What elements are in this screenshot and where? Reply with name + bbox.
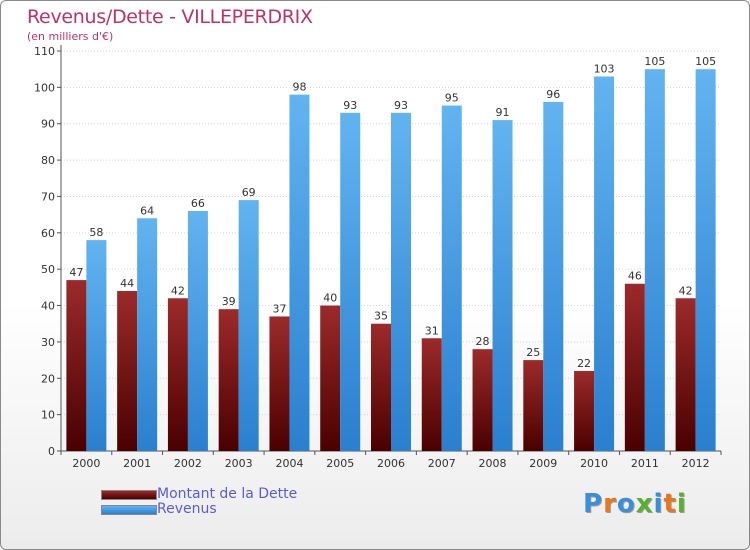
bar-revenue xyxy=(441,105,462,451)
data-label-debt: 47 xyxy=(69,266,83,279)
data-label-revenue: 91 xyxy=(496,106,510,119)
legend-swatch-debt xyxy=(101,490,157,500)
x-tick-label: 2009 xyxy=(529,457,557,470)
bar-revenue xyxy=(340,112,361,452)
data-label-debt: 40 xyxy=(323,292,337,305)
data-label-revenue: 64 xyxy=(140,204,154,217)
data-label-debt: 44 xyxy=(120,277,134,290)
legend-swatch-revenue xyxy=(101,505,157,515)
data-label-revenue: 58 xyxy=(89,226,103,239)
bar-revenue xyxy=(238,200,259,451)
proxiti-logo: Proxiti xyxy=(583,489,687,519)
bar-revenue xyxy=(594,76,615,452)
x-tick-label: 2010 xyxy=(580,457,608,470)
data-label-revenue: 103 xyxy=(594,62,615,75)
bar-revenue xyxy=(644,69,665,451)
bar-debt xyxy=(269,316,290,451)
y-tick-label: 90 xyxy=(41,118,55,131)
x-tick-label: 2006 xyxy=(377,457,405,470)
bar-debt xyxy=(421,338,442,451)
data-label-revenue: 93 xyxy=(394,99,408,112)
bar-revenue xyxy=(492,120,513,451)
bar-revenue xyxy=(187,211,208,451)
y-tick-label: 20 xyxy=(41,372,55,385)
bar-revenue xyxy=(86,240,107,451)
bar-debt xyxy=(218,309,239,451)
x-tick-label: 2004 xyxy=(275,457,303,470)
y-tick-label: 80 xyxy=(41,154,55,167)
bar-revenue xyxy=(543,101,564,451)
y-tick-label: 110 xyxy=(34,45,55,58)
chart-title: Revenus/Dette - VILLEPERDRIX xyxy=(27,6,313,28)
data-label-debt: 46 xyxy=(628,270,642,283)
data-label-revenue: 69 xyxy=(242,186,256,199)
data-label-debt: 39 xyxy=(222,295,236,308)
bar-debt xyxy=(472,349,493,451)
bar-debt xyxy=(371,323,391,451)
data-label-debt: 37 xyxy=(272,302,286,315)
bar-debt xyxy=(523,360,544,451)
data-labels: 47 58 44 64 42 66 39 69 37 98 40 93 35 93 31 95 28 91 25 96… xyxy=(69,55,716,370)
data-label-revenue: 93 xyxy=(343,99,357,112)
y-tick-label: 30 xyxy=(41,336,55,349)
x-tick-label: 2005 xyxy=(326,457,354,470)
bar-revenue xyxy=(695,69,716,451)
legend-label-debt: Montant de la Dette xyxy=(157,486,298,502)
data-label-debt: 25 xyxy=(526,346,540,359)
y-tick-label: 100 xyxy=(34,81,55,94)
data-label-revenue: 105 xyxy=(644,55,665,68)
data-label-debt: 22 xyxy=(577,357,591,370)
x-tick-label: 2002 xyxy=(174,457,202,470)
data-label-revenue: 96 xyxy=(546,88,560,101)
x-tick-label: 2012 xyxy=(682,457,710,470)
x-axis: 2000 2001 2002 2003 2004 2005 2006 2007 2008 2009… xyxy=(60,451,722,470)
y-tick-label: 40 xyxy=(41,300,55,313)
x-tick-label: 2011 xyxy=(631,457,659,470)
data-label-debt: 35 xyxy=(374,310,388,323)
chart-subtitle: (en milliers d'€) xyxy=(27,30,114,43)
data-label-debt: 31 xyxy=(425,324,439,337)
x-tick-label: 2008 xyxy=(479,457,507,470)
bars xyxy=(66,69,716,452)
bar-debt xyxy=(66,280,87,451)
y-tick-label: 50 xyxy=(41,263,55,276)
bar-debt xyxy=(624,283,645,451)
x-tick-label: 2000 xyxy=(72,457,100,470)
x-tick-label: 2001 xyxy=(123,457,151,470)
bar-debt xyxy=(320,305,341,451)
data-label-debt: 42 xyxy=(679,284,693,297)
data-label-revenue: 66 xyxy=(191,197,205,210)
legend-label-revenue: Revenus xyxy=(157,501,217,517)
bar-debt xyxy=(574,371,595,451)
y-tick-label: 0 xyxy=(48,445,55,458)
y-tick-label: 70 xyxy=(41,190,55,203)
bar-debt xyxy=(675,298,696,451)
bar-debt xyxy=(167,298,188,451)
bar-revenue xyxy=(289,94,310,452)
data-label-debt: 42 xyxy=(171,284,185,297)
bar-debt xyxy=(117,291,138,451)
y-tick-label: 60 xyxy=(41,227,55,240)
x-tick-label: 2003 xyxy=(225,457,253,470)
data-label-revenue: 105 xyxy=(695,55,716,68)
data-label-revenue: 98 xyxy=(292,81,306,94)
bar-revenue xyxy=(391,112,411,452)
y-tick-label: 10 xyxy=(41,409,55,422)
bar-revenue xyxy=(137,218,158,451)
data-label-debt: 28 xyxy=(476,335,490,348)
x-tick-label: 2007 xyxy=(428,457,456,470)
data-label-revenue: 95 xyxy=(445,92,459,105)
